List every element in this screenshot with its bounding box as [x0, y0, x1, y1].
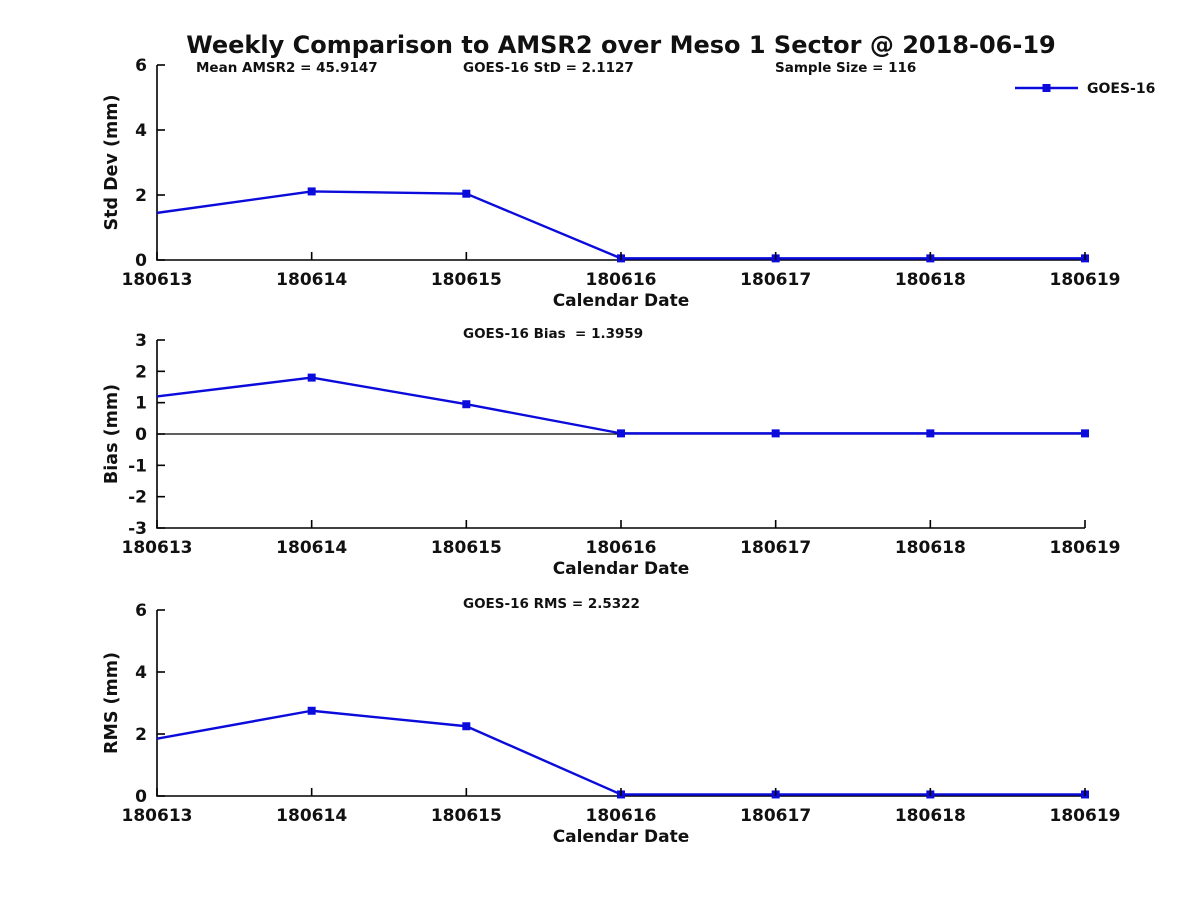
y-axis-title: Bias (mm)	[102, 384, 122, 484]
data-marker	[307, 373, 316, 382]
x-tick-label: 180618	[895, 270, 966, 290]
data-marker	[617, 429, 625, 438]
x-tick-label: 180616	[586, 806, 657, 826]
y-tick-label: -3	[128, 519, 147, 539]
y-tick-label: 0	[135, 251, 147, 271]
data-marker	[462, 189, 471, 198]
y-tick-label: -1	[128, 456, 147, 476]
x-tick-label: 180613	[122, 538, 193, 558]
x-tick-label: 180618	[895, 806, 966, 826]
y-tick-label: 6	[135, 601, 147, 621]
data-marker	[926, 429, 935, 438]
x-tick-label: 180616	[586, 538, 657, 558]
x-tick-label: 180614	[276, 806, 347, 826]
x-tick-label: 180619	[1050, 806, 1121, 826]
y-tick-label: -2	[128, 488, 147, 508]
y-axis-title: RMS (mm)	[102, 652, 122, 754]
x-tick-label: 180614	[276, 538, 347, 558]
data-marker	[462, 400, 471, 409]
x-tick-label: 180615	[431, 270, 502, 290]
series-line-goes16	[156, 376, 1085, 435]
legend: GOES-16	[1015, 81, 1155, 97]
y-tick-label: 4	[135, 121, 147, 141]
y-tick-label: 0	[135, 787, 147, 807]
chart-panel-rms: 0 2 4 6 180613 180614 180615 180616 180617 180618…	[102, 596, 1120, 847]
x-tick-label: 180618	[895, 538, 966, 558]
x-tick-label: 180616	[586, 270, 657, 290]
x-tick-label: 180613	[122, 270, 193, 290]
y-tick-label: 0	[135, 425, 147, 445]
x-tick-label: 180619	[1050, 538, 1121, 558]
legend-label: GOES-16	[1087, 81, 1155, 97]
data-marker	[462, 722, 471, 731]
data-marker	[771, 429, 780, 438]
x-tick-label: 180615	[431, 538, 502, 558]
annotation-mean-amsr2: Mean AMSR2 = 45.9147	[196, 60, 378, 76]
chart-panel-std-dev: 0 2 4 6 180613 180614 180615 180616 180617 180618…	[102, 56, 1155, 311]
x-tick-label: 180617	[740, 806, 811, 826]
series-line-goes16	[156, 190, 1085, 260]
y-tick-label: 2	[135, 186, 147, 206]
annotation-goes16-std: GOES-16 StD = 2.1127	[463, 60, 634, 76]
x-axis-title: Calendar Date	[553, 291, 690, 311]
x-tick-label: 180619	[1050, 270, 1121, 290]
figure-title: Weekly Comparison to AMSR2 over Meso 1 S…	[186, 31, 1056, 59]
axis-frame	[156, 65, 1085, 261]
data-marker	[1081, 429, 1089, 438]
y-axis-title: Std Dev (mm)	[102, 95, 122, 231]
data-marker	[307, 706, 316, 715]
x-axis-title: Calendar Date	[553, 559, 690, 579]
legend-marker-sample	[1042, 84, 1051, 92]
annotation-goes16-bias: GOES-16 Bias = 1.3959	[463, 326, 643, 342]
chart-panel-bias: -3 -2 -1 0 1 2 3 180613 180614 180615 180616 180617…	[102, 326, 1120, 579]
annotation-sample-size: Sample Size = 116	[775, 60, 916, 76]
y-tick-label: 2	[135, 725, 147, 745]
x-tick-label: 180617	[740, 538, 811, 558]
y-tick-label: 3	[135, 331, 147, 351]
annotation-goes16-rms: GOES-16 RMS = 2.5322	[463, 596, 640, 612]
y-tick-label: 4	[135, 663, 147, 683]
x-tick-label: 180617	[740, 270, 811, 290]
x-tick-label: 180615	[431, 806, 502, 826]
axis-frame	[156, 610, 1085, 797]
y-tick-label: 6	[135, 56, 147, 76]
y-tick-label: 1	[135, 394, 147, 414]
x-tick-label: 180614	[276, 270, 347, 290]
y-tick-label: 2	[135, 362, 147, 382]
series-line-goes16	[156, 709, 1085, 796]
data-marker	[307, 187, 316, 196]
x-tick-label: 180613	[122, 806, 193, 826]
x-axis-title: Calendar Date	[553, 827, 690, 847]
